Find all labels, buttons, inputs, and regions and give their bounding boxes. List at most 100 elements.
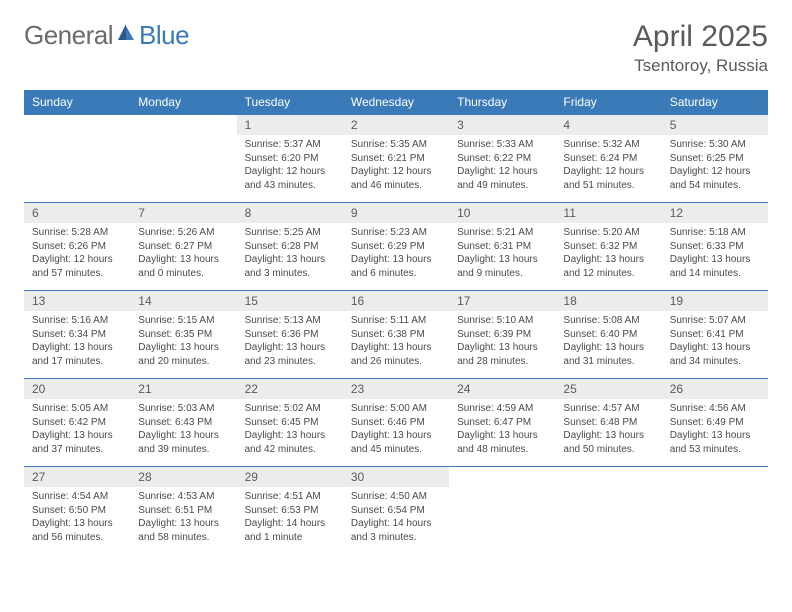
day-content: Sunrise: 5:02 AMSunset: 6:45 PMDaylight:… — [237, 399, 343, 461]
day-content: Sunrise: 5:13 AMSunset: 6:36 PMDaylight:… — [237, 311, 343, 373]
day-content: Sunrise: 4:56 AMSunset: 6:49 PMDaylight:… — [662, 399, 768, 461]
day-content: Sunrise: 5:10 AMSunset: 6:39 PMDaylight:… — [449, 311, 555, 373]
week-row: 27Sunrise: 4:54 AMSunset: 6:50 PMDayligh… — [24, 467, 768, 555]
day-cell: 22Sunrise: 5:02 AMSunset: 6:45 PMDayligh… — [237, 379, 343, 467]
day-cell: 10Sunrise: 5:21 AMSunset: 6:31 PMDayligh… — [449, 203, 555, 291]
day-cell: 25Sunrise: 4:57 AMSunset: 6:48 PMDayligh… — [555, 379, 661, 467]
day-cell: 24Sunrise: 4:59 AMSunset: 6:47 PMDayligh… — [449, 379, 555, 467]
month-title: April 2025 — [633, 20, 768, 54]
day-header: Sunday — [24, 90, 130, 115]
day-number: 6 — [24, 203, 130, 223]
day-number: 8 — [237, 203, 343, 223]
day-number: 13 — [24, 291, 130, 311]
day-number: 24 — [449, 379, 555, 399]
day-cell: 11Sunrise: 5:20 AMSunset: 6:32 PMDayligh… — [555, 203, 661, 291]
day-cell: 28Sunrise: 4:53 AMSunset: 6:51 PMDayligh… — [130, 467, 236, 555]
day-content: Sunrise: 4:59 AMSunset: 6:47 PMDaylight:… — [449, 399, 555, 461]
day-content: Sunrise: 5:25 AMSunset: 6:28 PMDaylight:… — [237, 223, 343, 285]
day-content: Sunrise: 4:53 AMSunset: 6:51 PMDaylight:… — [130, 487, 236, 549]
day-header: Thursday — [449, 90, 555, 115]
day-cell: 19Sunrise: 5:07 AMSunset: 6:41 PMDayligh… — [662, 291, 768, 379]
day-cell: 2Sunrise: 5:35 AMSunset: 6:21 PMDaylight… — [343, 115, 449, 203]
day-number: 29 — [237, 467, 343, 487]
day-cell: 26Sunrise: 4:56 AMSunset: 6:49 PMDayligh… — [662, 379, 768, 467]
day-cell: 3Sunrise: 5:33 AMSunset: 6:22 PMDaylight… — [449, 115, 555, 203]
day-cell: 18Sunrise: 5:08 AMSunset: 6:40 PMDayligh… — [555, 291, 661, 379]
day-number: 20 — [24, 379, 130, 399]
day-cell: .. — [130, 115, 236, 203]
logo-sail-icon — [116, 22, 136, 49]
day-content: Sunrise: 5:18 AMSunset: 6:33 PMDaylight:… — [662, 223, 768, 285]
day-number: 23 — [343, 379, 449, 399]
day-content: Sunrise: 4:50 AMSunset: 6:54 PMDaylight:… — [343, 487, 449, 549]
day-cell: 1Sunrise: 5:37 AMSunset: 6:20 PMDaylight… — [237, 115, 343, 203]
day-number: 14 — [130, 291, 236, 311]
day-cell: .. — [662, 467, 768, 555]
logo-text-2: Blue — [139, 20, 189, 51]
day-content: Sunrise: 5:35 AMSunset: 6:21 PMDaylight:… — [343, 135, 449, 197]
day-number: 28 — [130, 467, 236, 487]
day-cell: 4Sunrise: 5:32 AMSunset: 6:24 PMDaylight… — [555, 115, 661, 203]
day-number: 18 — [555, 291, 661, 311]
day-number: 25 — [555, 379, 661, 399]
day-header: Saturday — [662, 90, 768, 115]
day-number: 10 — [449, 203, 555, 223]
day-cell: 15Sunrise: 5:13 AMSunset: 6:36 PMDayligh… — [237, 291, 343, 379]
day-cell: 17Sunrise: 5:10 AMSunset: 6:39 PMDayligh… — [449, 291, 555, 379]
day-content: Sunrise: 5:28 AMSunset: 6:26 PMDaylight:… — [24, 223, 130, 285]
day-number: 16 — [343, 291, 449, 311]
week-row: 13Sunrise: 5:16 AMSunset: 6:34 PMDayligh… — [24, 291, 768, 379]
day-content: Sunrise: 5:05 AMSunset: 6:42 PMDaylight:… — [24, 399, 130, 461]
day-number: 12 — [662, 203, 768, 223]
day-content: Sunrise: 5:33 AMSunset: 6:22 PMDaylight:… — [449, 135, 555, 197]
day-content: Sunrise: 4:51 AMSunset: 6:53 PMDaylight:… — [237, 487, 343, 549]
day-content: Sunrise: 5:03 AMSunset: 6:43 PMDaylight:… — [130, 399, 236, 461]
day-content: Sunrise: 5:15 AMSunset: 6:35 PMDaylight:… — [130, 311, 236, 373]
day-number: 11 — [555, 203, 661, 223]
day-content: Sunrise: 5:21 AMSunset: 6:31 PMDaylight:… — [449, 223, 555, 285]
week-row: 6Sunrise: 5:28 AMSunset: 6:26 PMDaylight… — [24, 203, 768, 291]
day-number: 30 — [343, 467, 449, 487]
week-row: ....1Sunrise: 5:37 AMSunset: 6:20 PMDayl… — [24, 115, 768, 203]
day-cell: 29Sunrise: 4:51 AMSunset: 6:53 PMDayligh… — [237, 467, 343, 555]
day-content: Sunrise: 5:30 AMSunset: 6:25 PMDaylight:… — [662, 135, 768, 197]
day-content: Sunrise: 5:11 AMSunset: 6:38 PMDaylight:… — [343, 311, 449, 373]
day-cell: 16Sunrise: 5:11 AMSunset: 6:38 PMDayligh… — [343, 291, 449, 379]
title-block: April 2025 Tsentoroy, Russia — [633, 20, 768, 76]
day-header-row: SundayMondayTuesdayWednesdayThursdayFrid… — [24, 90, 768, 115]
day-header: Monday — [130, 90, 236, 115]
day-cell: 21Sunrise: 5:03 AMSunset: 6:43 PMDayligh… — [130, 379, 236, 467]
day-content: Sunrise: 5:00 AMSunset: 6:46 PMDaylight:… — [343, 399, 449, 461]
day-number: 26 — [662, 379, 768, 399]
day-cell: 5Sunrise: 5:30 AMSunset: 6:25 PMDaylight… — [662, 115, 768, 203]
day-content: Sunrise: 5:26 AMSunset: 6:27 PMDaylight:… — [130, 223, 236, 285]
day-cell: 30Sunrise: 4:50 AMSunset: 6:54 PMDayligh… — [343, 467, 449, 555]
day-cell: 20Sunrise: 5:05 AMSunset: 6:42 PMDayligh… — [24, 379, 130, 467]
day-cell: .. — [449, 467, 555, 555]
day-number: 3 — [449, 115, 555, 135]
day-number: 1 — [237, 115, 343, 135]
day-content: Sunrise: 5:08 AMSunset: 6:40 PMDaylight:… — [555, 311, 661, 373]
location: Tsentoroy, Russia — [633, 56, 768, 76]
day-cell: 13Sunrise: 5:16 AMSunset: 6:34 PMDayligh… — [24, 291, 130, 379]
day-number: 22 — [237, 379, 343, 399]
day-header: Tuesday — [237, 90, 343, 115]
day-number: 4 — [555, 115, 661, 135]
day-content: Sunrise: 5:16 AMSunset: 6:34 PMDaylight:… — [24, 311, 130, 373]
day-cell: 27Sunrise: 4:54 AMSunset: 6:50 PMDayligh… — [24, 467, 130, 555]
day-content: Sunrise: 5:37 AMSunset: 6:20 PMDaylight:… — [237, 135, 343, 197]
day-cell: 7Sunrise: 5:26 AMSunset: 6:27 PMDaylight… — [130, 203, 236, 291]
day-number: 9 — [343, 203, 449, 223]
logo-text-1: General — [24, 20, 113, 51]
day-header: Wednesday — [343, 90, 449, 115]
day-number: 15 — [237, 291, 343, 311]
day-number: 7 — [130, 203, 236, 223]
week-row: 20Sunrise: 5:05 AMSunset: 6:42 PMDayligh… — [24, 379, 768, 467]
day-number: 17 — [449, 291, 555, 311]
calendar-table: SundayMondayTuesdayWednesdayThursdayFrid… — [24, 90, 768, 555]
day-number: 19 — [662, 291, 768, 311]
day-content: Sunrise: 5:23 AMSunset: 6:29 PMDaylight:… — [343, 223, 449, 285]
day-cell: 9Sunrise: 5:23 AMSunset: 6:29 PMDaylight… — [343, 203, 449, 291]
day-number: 2 — [343, 115, 449, 135]
day-cell: 8Sunrise: 5:25 AMSunset: 6:28 PMDaylight… — [237, 203, 343, 291]
